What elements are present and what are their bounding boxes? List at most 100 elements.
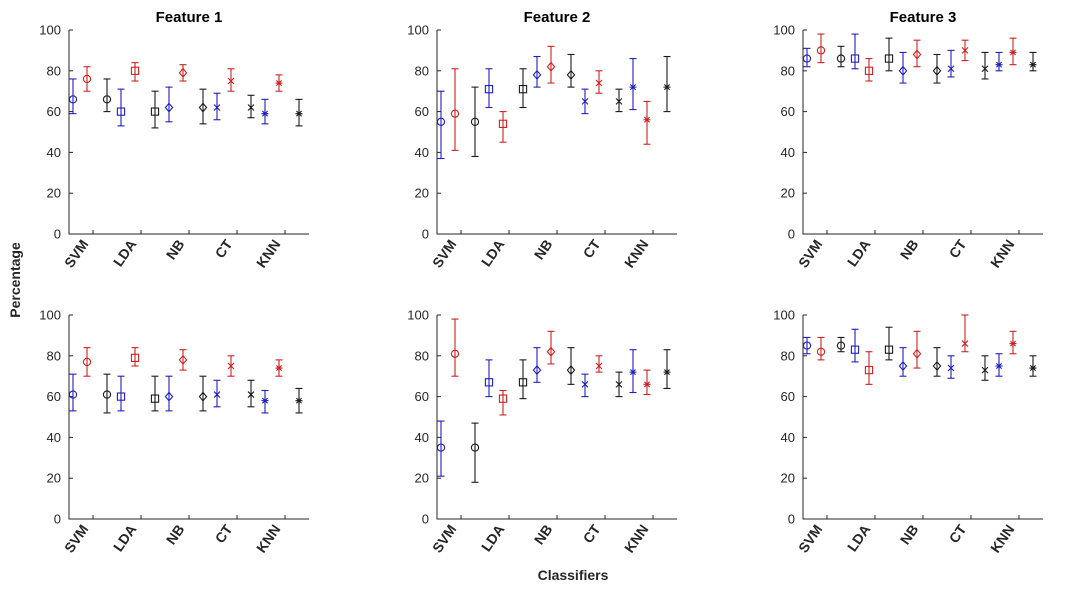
data-point-black: [102, 95, 112, 104]
data-point-black: [247, 391, 255, 398]
data-point-blue: [532, 365, 542, 376]
data-point-blue: [68, 95, 78, 104]
x-tick-label: CT: [212, 236, 236, 261]
data-point-blue: [581, 98, 589, 105]
y-tick-label: 40: [781, 145, 795, 160]
y-tick-label: 40: [781, 430, 795, 445]
x-tick-label: NB: [531, 522, 556, 548]
data-point-black: [198, 102, 208, 113]
x-tick-label: LDA: [844, 522, 874, 555]
x-tick-label: KNN: [987, 237, 1018, 271]
data-point-blue: [947, 364, 955, 372]
subplot-title: Feature 1: [156, 9, 223, 26]
data-point-black: [981, 65, 989, 73]
y-tick-label: 40: [47, 430, 61, 445]
data-point-black: [836, 341, 846, 350]
y-tick-label: 0: [422, 512, 429, 527]
data-point-black: [663, 368, 671, 376]
y-tick-label: 100: [407, 23, 429, 38]
y-tick-label: 0: [54, 512, 61, 527]
data-point-red: [498, 394, 508, 403]
data-point-red: [643, 116, 651, 124]
data-point-black: [518, 378, 528, 387]
subplot-6: 0 20 40 60 80 100 SVM LDA NB CT KNN: [773, 308, 1043, 556]
data-point-red: [816, 46, 826, 55]
x-tick-label: LDA: [478, 237, 508, 270]
data-point-red: [130, 66, 140, 75]
data-point-red: [546, 61, 556, 72]
data-point-red: [450, 349, 460, 358]
data-point-black: [884, 345, 894, 354]
data-point-red: [178, 354, 188, 365]
y-tick-label: 0: [788, 512, 795, 527]
data-point-blue: [802, 54, 812, 63]
y-tick-label: 80: [415, 348, 429, 363]
data-point-red: [961, 47, 969, 54]
y-tick-label: 0: [422, 227, 429, 242]
data-point-red: [1009, 340, 1017, 348]
axes-frame: [802, 315, 1043, 520]
y-tick-label: 20: [415, 471, 429, 486]
data-point-blue: [581, 380, 589, 388]
y-tick-label: 100: [773, 23, 795, 38]
y-tick-label: 80: [415, 63, 429, 78]
data-point-red: [643, 380, 651, 388]
data-point-black: [932, 65, 942, 76]
data-point-blue: [484, 85, 494, 94]
axes-frame: [68, 315, 309, 520]
x-tick-label: CT: [946, 521, 970, 546]
x-tick-label: CT: [946, 236, 970, 261]
data-point-red: [1009, 48, 1017, 56]
x-tick-label: SVM: [795, 522, 826, 556]
data-point-black: [470, 443, 480, 452]
data-point-red: [450, 109, 460, 118]
data-point-red: [864, 66, 874, 75]
data-point-black: [470, 117, 480, 126]
data-point-red: [275, 79, 283, 87]
y-tick-label: 100: [407, 308, 429, 323]
x-tick-label: LDA: [110, 522, 140, 555]
data-point-blue: [898, 65, 908, 76]
data-point-black: [566, 365, 576, 376]
y-tick-label: 40: [415, 430, 429, 445]
data-point-blue: [629, 83, 637, 91]
y-tick-label: 20: [781, 471, 795, 486]
y-tick-label: 20: [781, 186, 795, 201]
y-tick-label: 60: [415, 104, 429, 119]
y-tick-label: 20: [47, 471, 61, 486]
x-tick-label: NB: [897, 522, 922, 548]
x-tick-label: LDA: [844, 237, 874, 270]
axes-frame: [802, 30, 1043, 235]
y-tick-label: 80: [47, 348, 61, 363]
subplot-3: 0 20 40 60 80 100 SVM LDA NB CT KNN Feature 3: [773, 9, 1043, 271]
y-tick-label: 40: [47, 145, 61, 160]
data-point-black: [150, 107, 160, 116]
subplot-1: 0 20 40 60 80 100 SVM LDA NB CT KNN Feature 1: [39, 9, 309, 271]
data-point-black: [981, 366, 989, 374]
data-point-black: [663, 83, 671, 91]
x-tick-label: SVM: [429, 237, 460, 271]
data-point-blue: [261, 110, 269, 118]
data-point-black: [836, 54, 846, 63]
data-point-blue: [164, 391, 174, 402]
data-point-black: [1029, 364, 1037, 372]
y-tick-label: 100: [39, 23, 61, 38]
data-point-blue: [436, 117, 446, 126]
data-point-blue: [116, 107, 126, 116]
y-tick-label: 80: [781, 63, 795, 78]
data-point-blue: [629, 368, 637, 376]
x-tick-label: KNN: [253, 522, 284, 556]
data-point-blue: [213, 391, 221, 398]
x-tick-label: SVM: [61, 237, 92, 271]
data-point-black: [295, 110, 303, 118]
x-axis-label: Classifiers: [538, 567, 609, 583]
data-point-blue: [116, 392, 126, 401]
data-point-red: [912, 49, 922, 60]
data-point-black: [198, 391, 208, 402]
y-tick-label: 80: [781, 348, 795, 363]
data-point-black: [932, 360, 942, 372]
data-point-red: [130, 353, 140, 362]
data-point-red: [227, 77, 235, 85]
x-tick-label: NB: [531, 237, 556, 263]
